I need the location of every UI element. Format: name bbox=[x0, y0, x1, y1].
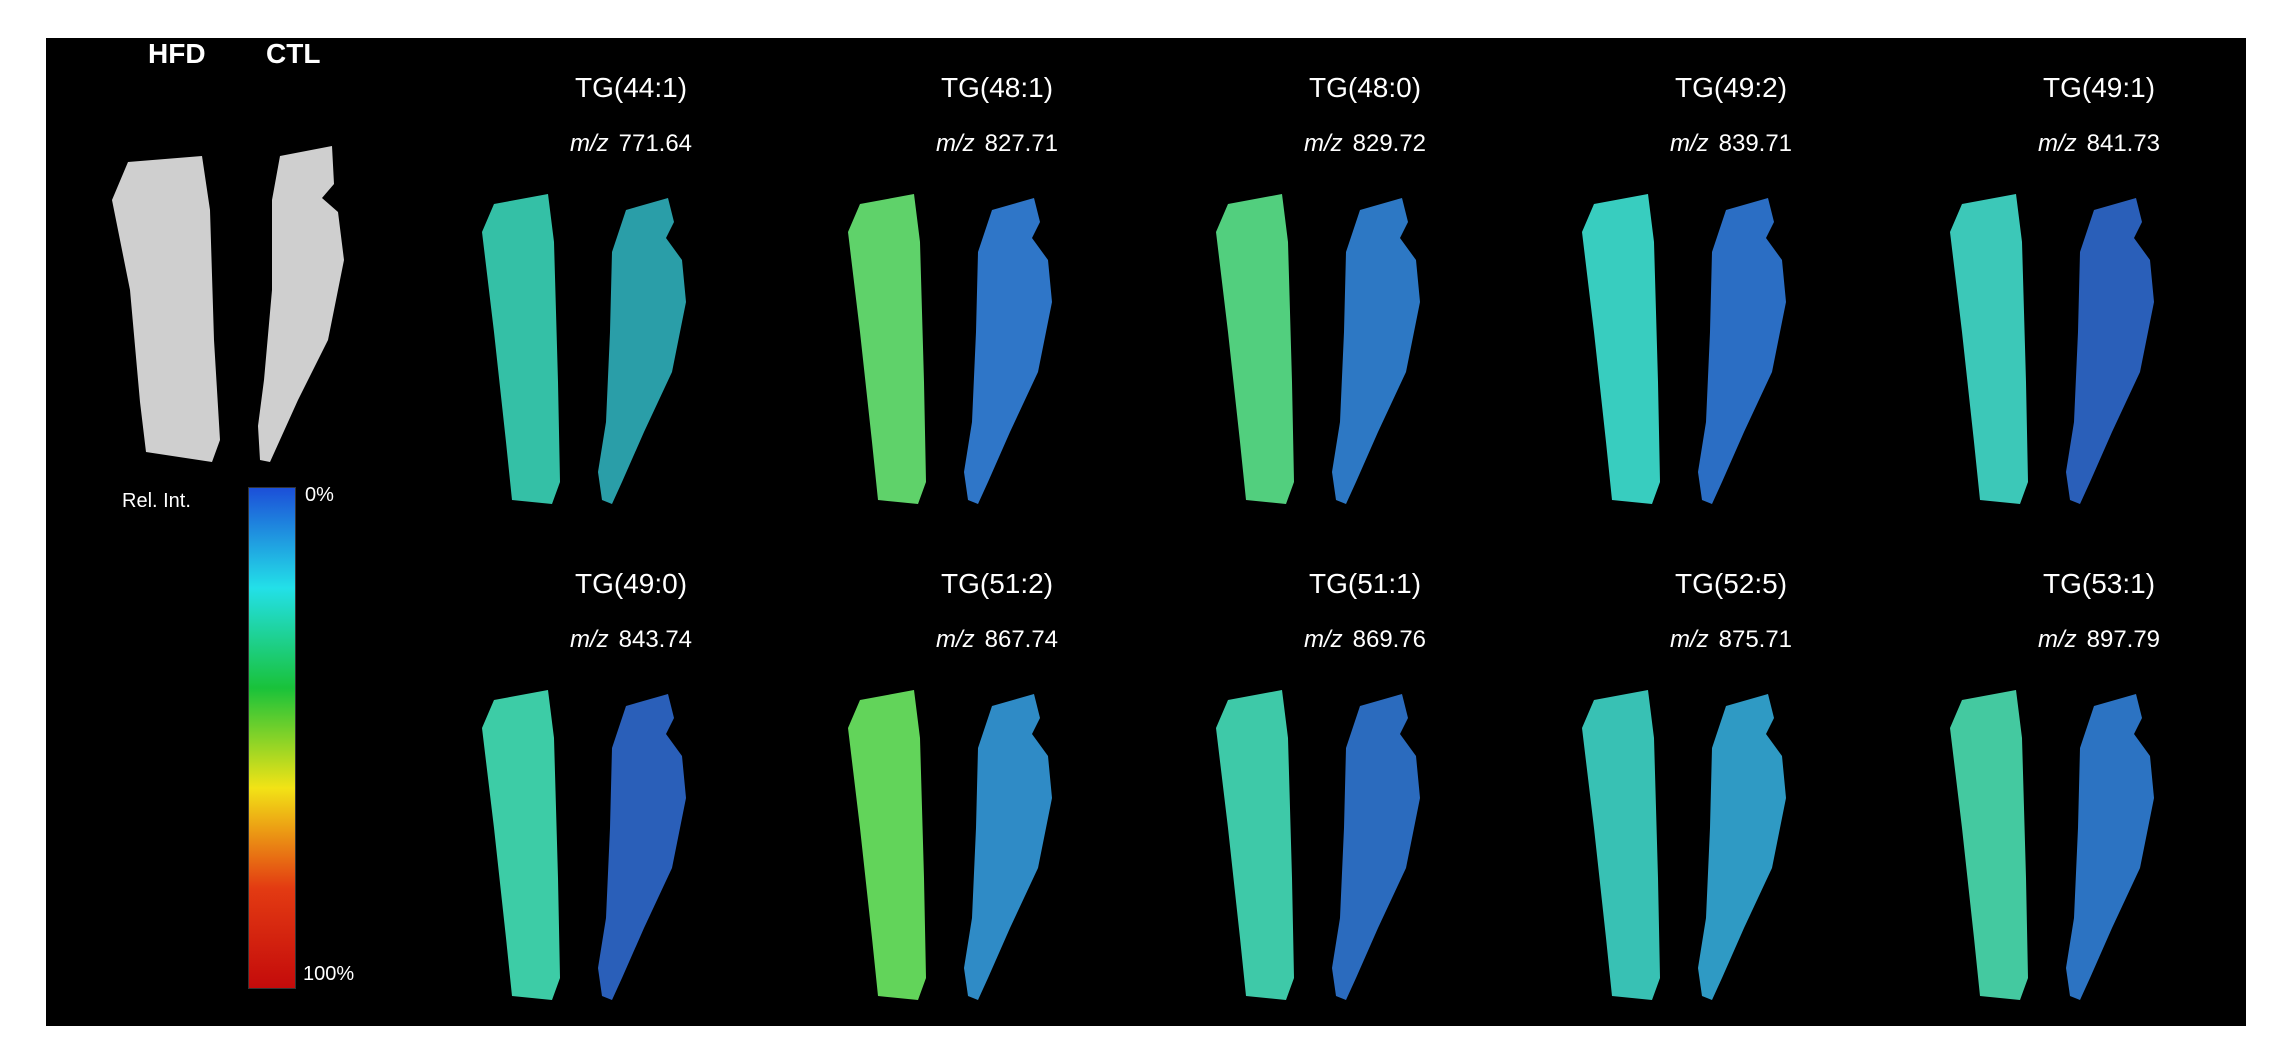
tissue-images bbox=[482, 194, 686, 504]
panel-title: TG(49:2) bbox=[1674, 72, 1788, 103]
panel-mz: m/z 771.64 bbox=[476, 130, 786, 158]
mz-prefix: m/z bbox=[1669, 130, 1709, 157]
ctl-label: CTL bbox=[266, 38, 321, 69]
hfd-tissue bbox=[848, 690, 926, 1000]
hfd-tissue bbox=[1582, 690, 1660, 1000]
panel-title: TG(53:1) bbox=[2042, 568, 2156, 599]
mz-prefix: m/z bbox=[2037, 130, 2077, 157]
msi-panel: TG(51:2) m/z 867.74 bbox=[842, 568, 1152, 1008]
mz-prefix: m/z bbox=[1303, 626, 1343, 653]
tissue-images bbox=[848, 690, 1052, 1000]
mz-prefix: m/z bbox=[2037, 626, 2077, 653]
panel-mz: m/z 839.71 bbox=[1576, 130, 1886, 158]
ctl-tissue bbox=[2066, 198, 2154, 504]
reference-silhouettes bbox=[112, 146, 344, 462]
tissue-images bbox=[848, 194, 1052, 504]
ctl-tissue bbox=[1332, 198, 1420, 504]
panel-title: TG(48:0) bbox=[1308, 72, 1422, 103]
panel-title: TG(51:2) bbox=[940, 568, 1054, 599]
hfd-tissue bbox=[1582, 194, 1660, 504]
mz-value: 771.64 bbox=[618, 130, 693, 157]
mz-value: 829.72 bbox=[1352, 130, 1427, 157]
ctl-tissue bbox=[1332, 694, 1420, 1000]
panel-mz: m/z 867.74 bbox=[842, 626, 1152, 654]
colorbar bbox=[248, 487, 296, 989]
panel-mz: m/z 843.74 bbox=[476, 626, 786, 654]
mz-prefix: m/z bbox=[569, 626, 609, 653]
legend-top-label: 0% bbox=[305, 484, 334, 506]
mz-prefix: m/z bbox=[1669, 626, 1709, 653]
panel-title: TG(51:1) bbox=[1308, 568, 1422, 599]
hfd-tissue bbox=[1216, 690, 1294, 1000]
ctl-tissue bbox=[964, 694, 1052, 1000]
hfd-tissue bbox=[1950, 690, 2028, 1000]
hfd-tissue bbox=[482, 690, 560, 1000]
ctl-tissue bbox=[1698, 198, 1786, 504]
mz-value: 867.74 bbox=[984, 626, 1059, 653]
legend-bottom-label: 100% bbox=[303, 963, 355, 985]
hfd-label: HFD bbox=[148, 38, 206, 69]
panel-mz: m/z 897.79 bbox=[1944, 626, 2254, 654]
mz-value: 869.76 bbox=[1352, 626, 1427, 653]
msi-panel: TG(48:1) m/z 827.71 bbox=[842, 72, 1152, 512]
panel-mz: m/z 869.76 bbox=[1210, 626, 1520, 654]
tissue-images bbox=[1582, 194, 1786, 504]
mz-value: 827.71 bbox=[984, 130, 1059, 157]
msi-panel: TG(49:2) m/z 839.71 bbox=[1576, 72, 1886, 512]
hfd-tissue bbox=[848, 194, 926, 504]
figure-panel bbox=[46, 38, 2246, 1026]
panel-title: TG(52:5) bbox=[1674, 568, 1788, 599]
panel-title: TG(44:1) bbox=[574, 72, 688, 103]
msi-panel: TG(49:0) m/z 843.74 bbox=[476, 568, 786, 1008]
ctl-silhouette bbox=[258, 146, 344, 462]
ctl-tissue bbox=[598, 198, 686, 504]
msi-panel: TG(44:1) m/z 771.64 bbox=[476, 72, 786, 512]
mz-prefix: m/z bbox=[1303, 130, 1343, 157]
hfd-silhouette bbox=[112, 156, 220, 462]
panel-mz: m/z 829.72 bbox=[1210, 130, 1520, 158]
mz-prefix: m/z bbox=[935, 130, 975, 157]
tissue-images bbox=[1216, 690, 1420, 1000]
panel-title: TG(48:1) bbox=[940, 72, 1054, 103]
ctl-tissue bbox=[2066, 694, 2154, 1000]
hfd-tissue bbox=[482, 194, 560, 504]
ctl-tissue bbox=[964, 198, 1052, 504]
panel-title: TG(49:0) bbox=[574, 568, 688, 599]
mz-prefix: m/z bbox=[935, 626, 975, 653]
mz-value: 843.74 bbox=[618, 626, 693, 653]
mz-value: 875.71 bbox=[1718, 626, 1793, 653]
hfd-tissue bbox=[1950, 194, 2028, 504]
panel-mz: m/z 875.71 bbox=[1576, 626, 1886, 654]
tissue-images bbox=[1950, 690, 2154, 1000]
ctl-tissue bbox=[1698, 694, 1786, 1000]
msi-panel: TG(49:1) m/z 841.73 bbox=[1944, 72, 2254, 512]
legend-label: Rel. Int. bbox=[122, 490, 191, 512]
mz-value: 839.71 bbox=[1718, 130, 1793, 157]
panel-mz: m/z 827.71 bbox=[842, 130, 1152, 158]
panel-mz: m/z 841.73 bbox=[1944, 130, 2254, 158]
panel-title: TG(49:1) bbox=[2042, 72, 2156, 103]
tissue-images bbox=[1582, 690, 1786, 1000]
tissue-images bbox=[1216, 194, 1420, 504]
mz-value: 897.79 bbox=[2086, 626, 2161, 653]
msi-panel: TG(51:1) m/z 869.76 bbox=[1210, 568, 1520, 1008]
msi-panel: TG(53:1) m/z 897.79 bbox=[1944, 568, 2254, 1008]
msi-panel: TG(48:0) m/z 829.72 bbox=[1210, 72, 1520, 512]
msi-panel: TG(52:5) m/z 875.71 bbox=[1576, 568, 1886, 1008]
mz-value: 841.73 bbox=[2086, 130, 2161, 157]
tissue-images bbox=[482, 690, 686, 1000]
ctl-tissue bbox=[598, 694, 686, 1000]
mz-prefix: m/z bbox=[569, 130, 609, 157]
hfd-tissue bbox=[1216, 194, 1294, 504]
tissue-images bbox=[1950, 194, 2154, 504]
